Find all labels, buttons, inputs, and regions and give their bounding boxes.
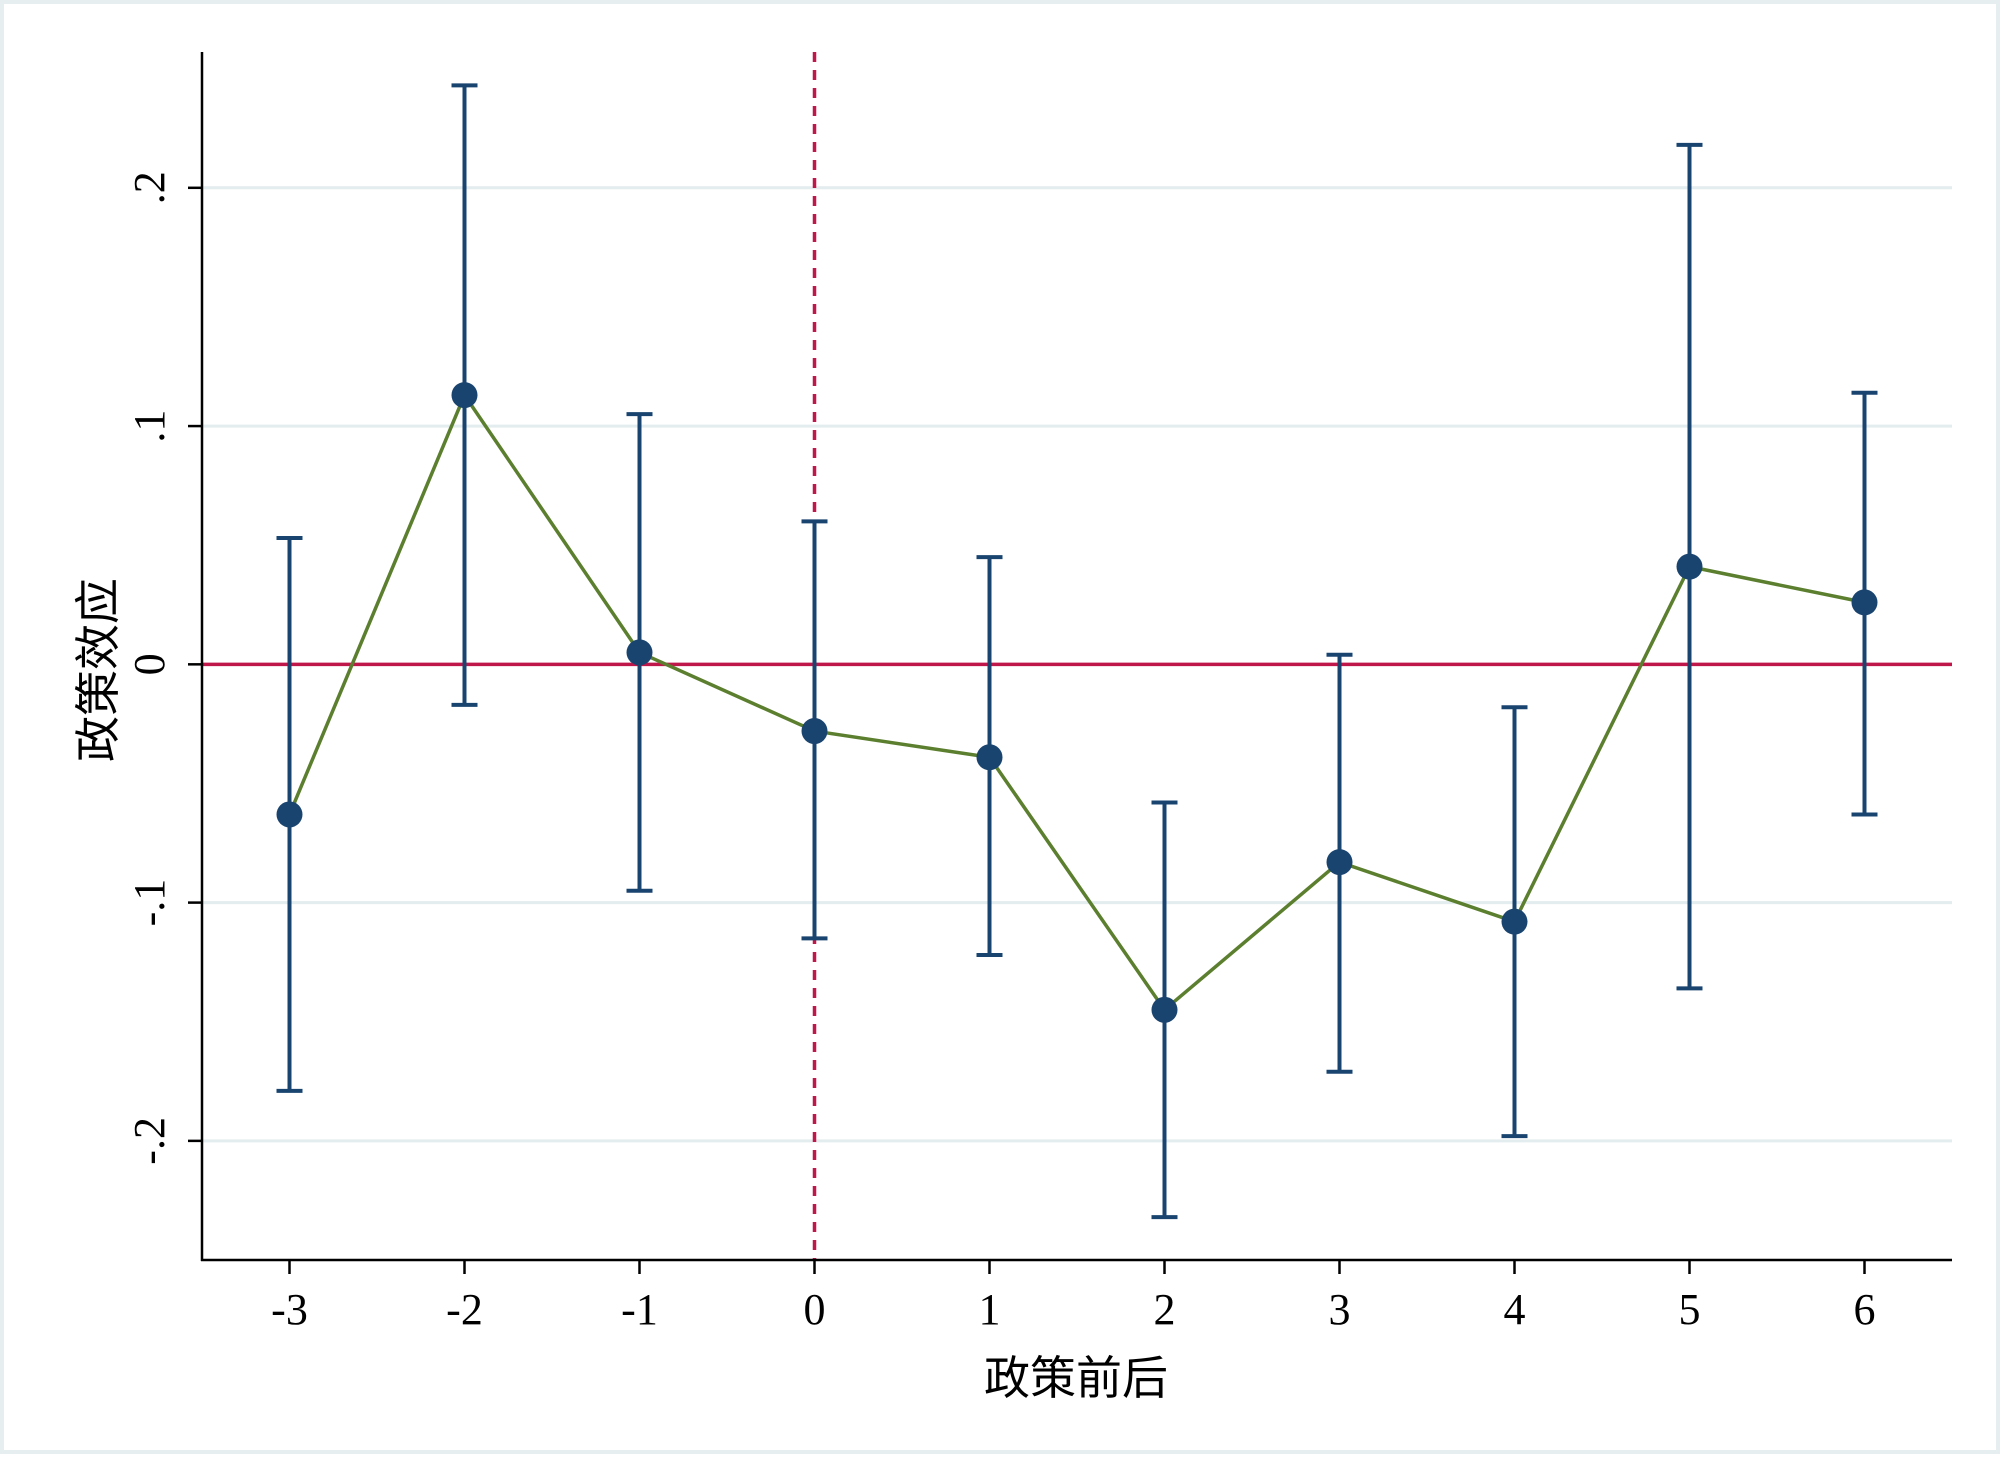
x-tick-label-3: 0: [804, 1285, 826, 1334]
data-point-0: [276, 801, 303, 828]
x-tick-label-4: 1: [979, 1285, 1001, 1334]
y-tick-label-3: .1: [125, 410, 174, 443]
data-point-4: [976, 744, 1003, 771]
x-tick-label-5: 2: [1154, 1285, 1176, 1334]
axes: [188, 52, 1952, 1274]
x-tick-label-2: -1: [621, 1285, 658, 1334]
tick-labels: -.2 -.1 0 .1 .2 -3 -2 -1 0 1 2 3 4 5 6: [125, 171, 1876, 1334]
x-tick-label-8: 5: [1679, 1285, 1701, 1334]
gridlines: [202, 186, 1952, 1143]
event-study-chart: -.2 -.1 0 .1 .2 -3 -2 -1 0 1 2 3 4 5 6 政策前后 政策效应: [71, 52, 1952, 1405]
data-point-2: [626, 639, 653, 666]
data-point-6: [1326, 849, 1353, 876]
data-point-8: [1676, 553, 1703, 580]
x-tick-label-6: 3: [1329, 1285, 1351, 1334]
error-bars: [276, 83, 1878, 1220]
data-point-7: [1501, 908, 1528, 935]
x-tick-label-9: 6: [1854, 1285, 1876, 1334]
x-tick-label-0: -3: [271, 1285, 308, 1334]
y-tick-label-4: .2: [125, 171, 174, 204]
data-point-3: [801, 718, 828, 745]
y-tick-label-1: -.1: [125, 879, 174, 927]
data-point-9: [1851, 589, 1878, 616]
series-line: [287, 393, 1865, 1012]
x-axis-title: 政策前后: [984, 1351, 1168, 1405]
y-tick-label-0: -.2: [125, 1117, 174, 1165]
data-points: [276, 382, 1878, 1023]
series-line-group: [287, 393, 1865, 1012]
x-tick-label-1: -2: [446, 1285, 483, 1334]
data-point-5: [1151, 996, 1178, 1023]
data-point-1: [451, 382, 478, 409]
y-tick-label-2: 0: [125, 653, 174, 675]
x-tick-label-7: 4: [1504, 1285, 1526, 1334]
y-axis-title: 政策效应: [71, 578, 125, 762]
